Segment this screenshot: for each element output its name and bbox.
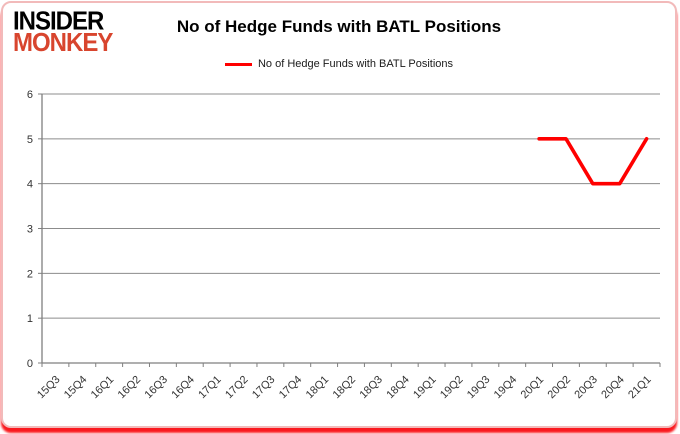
insider-monkey-logo: INSIDER MONKEY [13, 6, 113, 58]
y-tick-label: 1 [27, 313, 33, 325]
data-series-line [537, 137, 649, 186]
chart-card: INSIDER MONKEY No of Hedge Funds with BA… [1, 1, 677, 428]
legend-line-swatch [224, 62, 252, 66]
y-tick-label: 4 [27, 179, 33, 191]
x-tick-label: 18Q1 [304, 374, 332, 402]
x-tick-label: 20Q2 [546, 374, 574, 402]
x-tick-label: 17Q3 [250, 374, 278, 402]
x-tick-label: 18Q4 [384, 374, 412, 402]
y-tick-label: 0 [27, 358, 33, 370]
x-tick-label: 18Q3 [357, 374, 385, 402]
y-tick-label: 3 [27, 224, 33, 236]
chart-title: No of Hedge Funds with BATL Positions [176, 17, 502, 36]
x-tick-label: 20Q4 [599, 374, 627, 402]
x-tick-label: 16Q3 [143, 374, 171, 402]
x-tick-label: 19Q3 [465, 374, 493, 402]
y-tick-label: 5 [27, 134, 33, 146]
x-tick-label: 15Q3 [35, 374, 63, 402]
x-tick-label: 19Q2 [438, 374, 466, 402]
x-tick-label: 17Q1 [196, 374, 224, 402]
y-tick-label: 2 [27, 268, 33, 280]
logo-text-monkey: MONKEY [13, 27, 113, 58]
x-tick-label: 21Q1 [626, 374, 654, 402]
legend-label: No of Hedge Funds with BATL Positions [257, 58, 454, 70]
x-tick-label: 19Q1 [411, 374, 439, 402]
x-tick-label: 17Q4 [277, 374, 305, 402]
x-tick-label: 18Q2 [331, 374, 359, 402]
legend: No of Hedge Funds with BATL Positions [3, 58, 675, 70]
x-tick-label: 20Q3 [572, 374, 600, 402]
logo-text-insider: INSIDER [13, 6, 104, 36]
x-tick-label: 17Q2 [223, 374, 251, 402]
x-tick-label: 20Q1 [519, 374, 547, 402]
x-tick-label: 15Q4 [62, 374, 90, 402]
x-tick-label: 16Q4 [169, 374, 197, 402]
x-tick-label: 19Q4 [492, 374, 520, 402]
x-tick-label: 16Q1 [89, 374, 117, 402]
y-tick-label: 6 [27, 89, 33, 101]
x-tick-label: 16Q2 [116, 374, 144, 402]
